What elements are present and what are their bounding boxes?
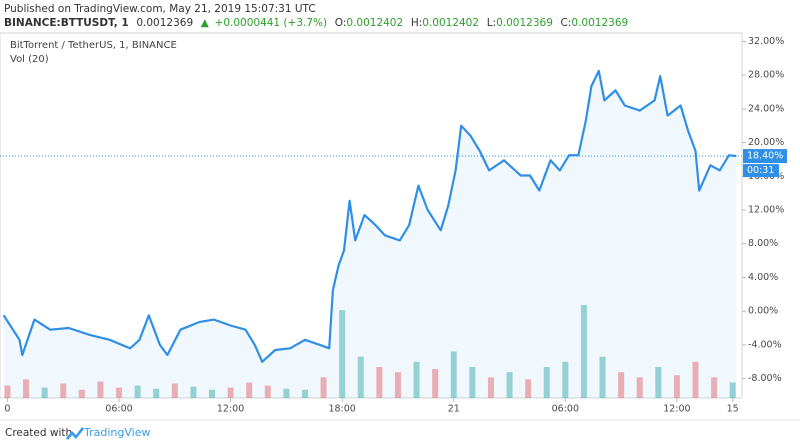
volume-bar <box>357 356 364 398</box>
volume-bar <box>376 367 383 398</box>
y-tick-label: 32.00% <box>748 36 784 47</box>
volume-bar <box>525 379 532 398</box>
volume-bar <box>60 383 67 398</box>
volume-bar <box>394 372 401 398</box>
volume-bar <box>134 385 141 398</box>
volume-bar <box>153 388 160 398</box>
y-tick-label: -8.00% <box>748 373 782 384</box>
x-tick-label: 12:00 <box>663 404 690 415</box>
volume-bar <box>711 377 718 398</box>
last-price-label: 18.40% <box>747 151 783 162</box>
y-tick-label: 12.00% <box>748 205 784 216</box>
volume-bar <box>246 382 253 398</box>
x-tick-label: 06:00 <box>105 404 132 415</box>
volume-bar <box>116 387 123 398</box>
volume-bar <box>190 386 197 398</box>
chart-title: BitTorrent / TetherUS, 1, BINANCE <box>10 40 177 51</box>
x-tick-label: 0 <box>4 404 10 415</box>
ohlc-label: C: <box>561 17 572 29</box>
symbol: BINANCE:BTTUSDT, 1 <box>4 17 129 29</box>
x-tick-label: 06:00 <box>552 404 579 415</box>
ohlc-value: 0.0012369 <box>496 17 553 29</box>
volume-bar <box>543 367 550 398</box>
volume-bar <box>618 372 625 398</box>
volume-bar <box>301 389 308 398</box>
volume-bar <box>487 377 494 398</box>
countdown-box <box>743 164 779 178</box>
ohlc-value: 0.0012369 <box>571 17 628 29</box>
brand-logo <box>66 427 84 440</box>
volume-bar <box>413 361 420 398</box>
footer-created: Created with <box>5 427 72 439</box>
ohlc-value: 0.0012402 <box>346 17 403 29</box>
x-tick-label: 18:00 <box>328 404 355 415</box>
countdown-label: 00:31 <box>747 165 774 176</box>
footer-brand: TradingView <box>83 426 150 439</box>
volume-bar <box>506 372 513 398</box>
y-tick-label: 8.00% <box>748 238 778 249</box>
volume-bar <box>97 381 104 398</box>
price-line <box>2 69 737 363</box>
y-tick-label: 0.00% <box>748 306 778 317</box>
up-arrow: ▲ <box>201 17 210 29</box>
volume-bar <box>171 383 178 398</box>
volume-bar <box>264 385 271 398</box>
volume-bar <box>636 377 643 398</box>
price: 0.0012369 <box>136 17 193 29</box>
y-tick-label: 28.00% <box>748 70 784 81</box>
volume-bar <box>78 389 85 398</box>
change: +0.0000441 (+3.7%) <box>215 17 328 29</box>
volume-bar <box>599 356 606 398</box>
volume-bar <box>580 305 587 398</box>
volume-bar <box>673 375 680 398</box>
x-tick-label: 15 <box>727 404 739 415</box>
volume-bar <box>227 387 234 398</box>
y-tick-label: -4.00% <box>748 339 782 350</box>
area-fill <box>3 70 737 399</box>
volume-bar <box>432 369 439 398</box>
ohlc-value: 0.0012402 <box>422 17 479 29</box>
ohlc-label: H: <box>411 17 422 29</box>
volume-bar <box>41 387 48 398</box>
y-tick-label: 20.00% <box>748 137 784 148</box>
volume-bar <box>655 367 662 398</box>
plot <box>0 69 742 399</box>
volume-bar <box>450 351 457 398</box>
ohlc-label: O: <box>335 17 347 29</box>
volume-bar <box>562 361 569 398</box>
y-tick-label: 4.00% <box>748 272 778 283</box>
x-tick-label: 21 <box>448 404 460 415</box>
symbol-line: BINANCE:BTTUSDT, 1 0.0012369 ▲ +0.000044… <box>4 17 628 29</box>
volume-bar <box>339 310 346 398</box>
ohlc-label: L: <box>487 17 496 29</box>
y-tick-label: 24.00% <box>748 103 784 114</box>
last-price-box <box>743 149 787 164</box>
x-tick-label: 12:00 <box>217 404 244 415</box>
volume-bar <box>4 385 11 398</box>
volume-bar <box>209 389 215 398</box>
volume-bar <box>320 377 327 398</box>
volume-bar <box>692 361 699 398</box>
volume-label: Vol (20) <box>10 54 49 65</box>
volume-bar <box>23 379 30 398</box>
volume-bar <box>283 388 290 398</box>
published-note: Published on TradingView.com, May 21, 20… <box>4 3 316 15</box>
volume-bar <box>469 367 476 398</box>
volume-bar <box>729 382 736 398</box>
